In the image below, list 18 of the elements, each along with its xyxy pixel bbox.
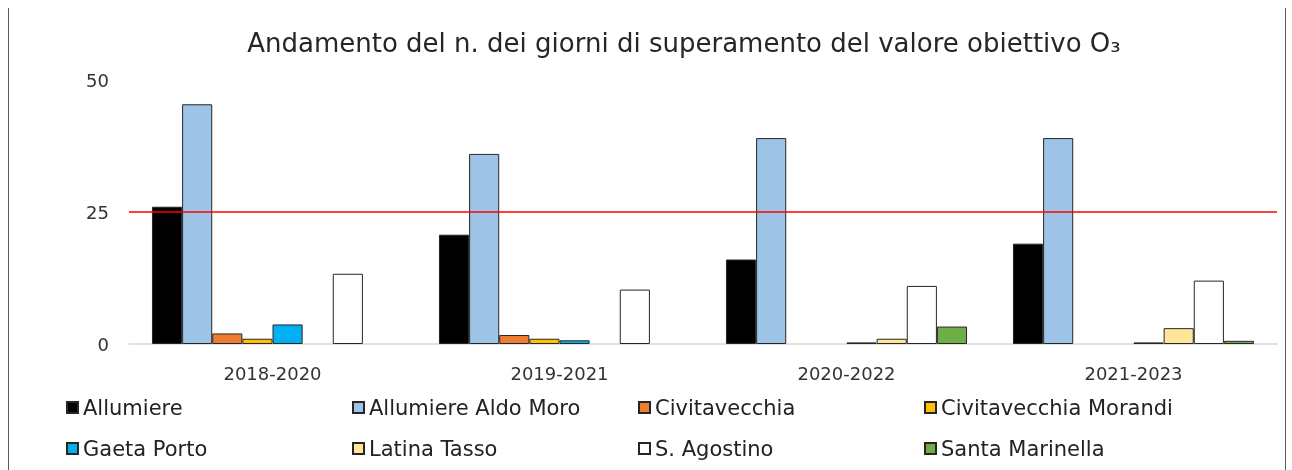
legend-label: S. Agostino [655, 436, 774, 461]
legend-label: Santa Marinella [941, 436, 1105, 461]
bar [619, 289, 650, 344]
legend-label: Latina Tasso [369, 436, 498, 461]
y-tick-label: 0 [97, 333, 109, 355]
legend-label: Civitavecchia [655, 395, 796, 420]
x-tick-label: 2018-2020 [223, 362, 322, 384]
legend-label: Gaeta Porto [83, 436, 208, 461]
y-tick-label: 25 [86, 201, 109, 223]
legend-label: Allumiere Aldo Moro [369, 395, 581, 420]
x-tick-label: 2019-2021 [510, 362, 609, 384]
x-tick-label: 2021-2023 [1084, 362, 1183, 384]
x-tick-label: 2020-2022 [797, 362, 896, 384]
bar [332, 273, 363, 344]
legend-label: Allumiere [83, 395, 183, 420]
legend-label: Civitavecchia Morandi [941, 395, 1173, 420]
y-tick-label: 50 [86, 69, 109, 91]
chart-title: Andamento del n. dei giorni di superamento del valore obiettivo O₃ [247, 28, 1121, 58]
